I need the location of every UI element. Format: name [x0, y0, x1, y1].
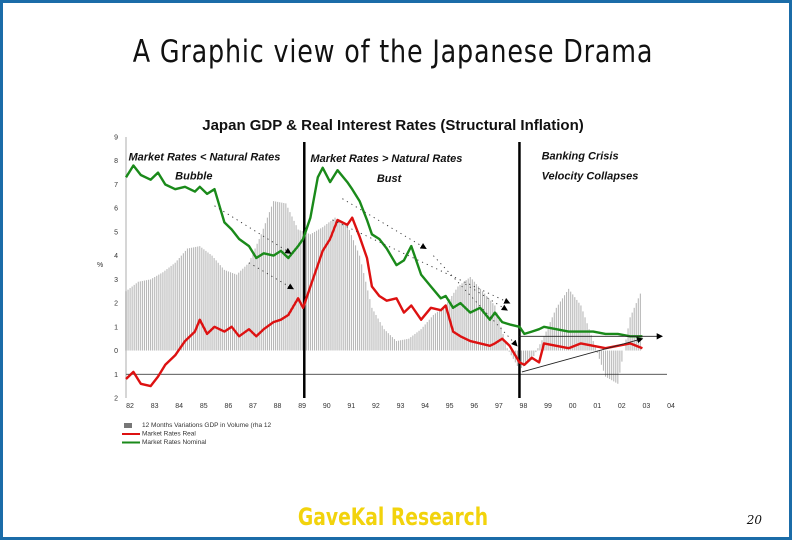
chart-annotation: Banking Crisis [542, 151, 619, 163]
y-tick-label: 8 [114, 158, 118, 165]
x-tick-label: 86 [224, 403, 232, 410]
y-tick-label: 0 [114, 348, 118, 355]
slide-title: A Graphic view of the Japanese Drama [132, 34, 654, 70]
x-tick-label: 89 [298, 403, 306, 410]
x-tick-label: 85 [200, 403, 208, 410]
legend-label: Market Rates Real [142, 431, 196, 438]
real-rates-line [125, 216, 643, 388]
legend-label: 12 Months Variations GDP in Volume (rha … [142, 422, 271, 429]
legend-swatch-bars [124, 423, 132, 428]
x-tick-label: 84 [175, 403, 183, 410]
x-tick-label: 94 [421, 403, 429, 410]
x-tick-label: 03 [643, 403, 651, 410]
y-tick-label: 5 [114, 229, 118, 236]
x-tick-label: 98 [520, 403, 528, 410]
chart-annotation: Bust [377, 173, 403, 185]
x-tick-label: 88 [274, 403, 282, 410]
x-tick-label: 00 [569, 403, 577, 410]
brand-logo-text: GaveKal Research [297, 503, 489, 531]
x-tick-label: 04 [667, 403, 675, 410]
x-tick-label: 83 [151, 403, 159, 410]
legend-label: Market Rates Nominal [142, 439, 207, 446]
x-tick-label: 91 [347, 403, 355, 410]
chart-annotation: Market Rates < Natural Rates [128, 152, 280, 164]
x-tick-label: 87 [249, 403, 257, 410]
chart-annotation: Bubble [175, 171, 212, 183]
y-tick-label: 7 [114, 182, 118, 189]
y-tick-label: 1 [114, 324, 118, 331]
chart-annotation: Market Rates > Natural Rates [310, 153, 462, 165]
y-axis-label: % [97, 262, 103, 269]
y-tick-label: 2 [114, 301, 118, 308]
x-tick-label: 01 [593, 403, 601, 410]
x-tick-label: 92 [372, 403, 380, 410]
x-tick-label: 97 [495, 403, 503, 410]
trend-arrow [342, 198, 427, 249]
y-tick-label: 4 [114, 253, 118, 260]
gdp-bars-group [125, 201, 641, 384]
y-tick-label: 2 [114, 396, 118, 403]
x-tick-label: 90 [323, 403, 331, 410]
legend: 12 Months Variations GDP in Volume (rha … [122, 422, 271, 446]
y-tick-label: 6 [114, 206, 118, 213]
x-tick-label: 02 [618, 403, 626, 410]
rate-lines-group [124, 164, 643, 388]
x-tick-label: 82 [126, 403, 134, 410]
x-tick-label: 93 [397, 403, 405, 410]
y-tick-label: 9 [114, 135, 118, 142]
x-tick-label: 96 [470, 403, 478, 410]
x-tick-label: 95 [446, 403, 454, 410]
annotations-group: Market Rates < Natural Rates Bubble Market… [128, 151, 663, 373]
x-tick-label: 99 [544, 403, 552, 410]
y-tick-label: 1 [114, 372, 118, 379]
chart-title: Japan GDP & Real Interest Rates (Structu… [202, 117, 583, 134]
gdp-interest-rate-chart: Japan GDP & Real Interest Rates (Structu… [97, 117, 675, 446]
nominal-rates-line [124, 164, 643, 338]
page-number: 20 [746, 513, 762, 527]
rising-trend-arrow [521, 337, 644, 373]
chart-annotation: Velocity Collapses [542, 171, 639, 183]
y-tick-label: 3 [114, 277, 118, 284]
